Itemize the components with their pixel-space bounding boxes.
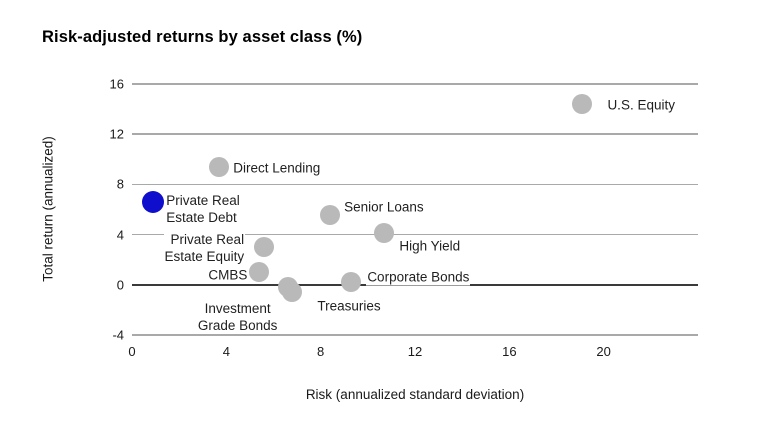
- data-point-cmbs: [249, 262, 270, 283]
- gridline-y--4: [132, 334, 698, 336]
- data-point-corporate_bonds: [341, 272, 362, 293]
- y-tick-label--4: -4: [112, 327, 124, 343]
- x-axis-title: Risk (annualized standard deviation): [305, 387, 525, 402]
- data-point-label-private_real_estate_equity: Private Real Estate Equity: [163, 231, 246, 266]
- data-point-label-direct_lending: Direct Lending: [232, 159, 322, 177]
- y-tick-label-8: 8: [116, 176, 124, 192]
- x-tick-label-8: 8: [317, 344, 325, 359]
- data-point-high_yield: [374, 223, 395, 244]
- x-tick-label-4: 4: [222, 344, 230, 359]
- data-point-label-private_real_estate_debt: Private Real Estate Debt: [165, 191, 241, 226]
- data-point-direct_lending: [209, 156, 230, 177]
- x-tick-label-0: 0: [128, 344, 136, 359]
- x-tick-label-20: 20: [596, 344, 611, 359]
- data-point-label-cmbs: CMBS: [207, 266, 249, 284]
- data-point-private_real_estate_equity: [254, 237, 275, 258]
- x-tick-label-16: 16: [502, 344, 517, 359]
- y-tick-label-4: 4: [116, 227, 124, 243]
- gridline-y-12: [132, 133, 698, 135]
- data-point-label-investment_grade_bonds: Investment Grade Bonds: [196, 300, 279, 335]
- y-tick-label-16: 16: [109, 76, 124, 92]
- gridline-y-4: [132, 233, 698, 236]
- gridline-y-16: [132, 83, 698, 85]
- data-point-private_real_estate_debt: [142, 190, 165, 213]
- data-point-us_equity: [572, 94, 593, 115]
- gridline-y-8: [132, 183, 698, 186]
- data-point-label-high_yield: High Yield: [398, 237, 462, 255]
- data-point-label-us_equity: U.S. Equity: [606, 96, 676, 114]
- data-point-senior_loans: [320, 204, 341, 225]
- data-point-label-corporate_bonds: Corporate Bonds: [366, 268, 471, 286]
- data-point-label-senior_loans: Senior Loans: [343, 198, 425, 216]
- y-tick-label-12: 12: [109, 126, 124, 142]
- y-tick-label-0: 0: [116, 277, 124, 293]
- plot-area: 16 12 8 4 0 -4 0 4 8 12 16 20 U.S. Equity Direct Lend…: [110, 77, 698, 359]
- data-point-treasuries: [282, 282, 303, 303]
- data-point-label-treasuries: Treasuries: [316, 297, 382, 315]
- x-tick-label-12: 12: [407, 344, 423, 359]
- chart-title: Risk-adjusted returns by asset class (%): [42, 28, 363, 46]
- y-axis-title: Total return (annualized): [40, 136, 56, 282]
